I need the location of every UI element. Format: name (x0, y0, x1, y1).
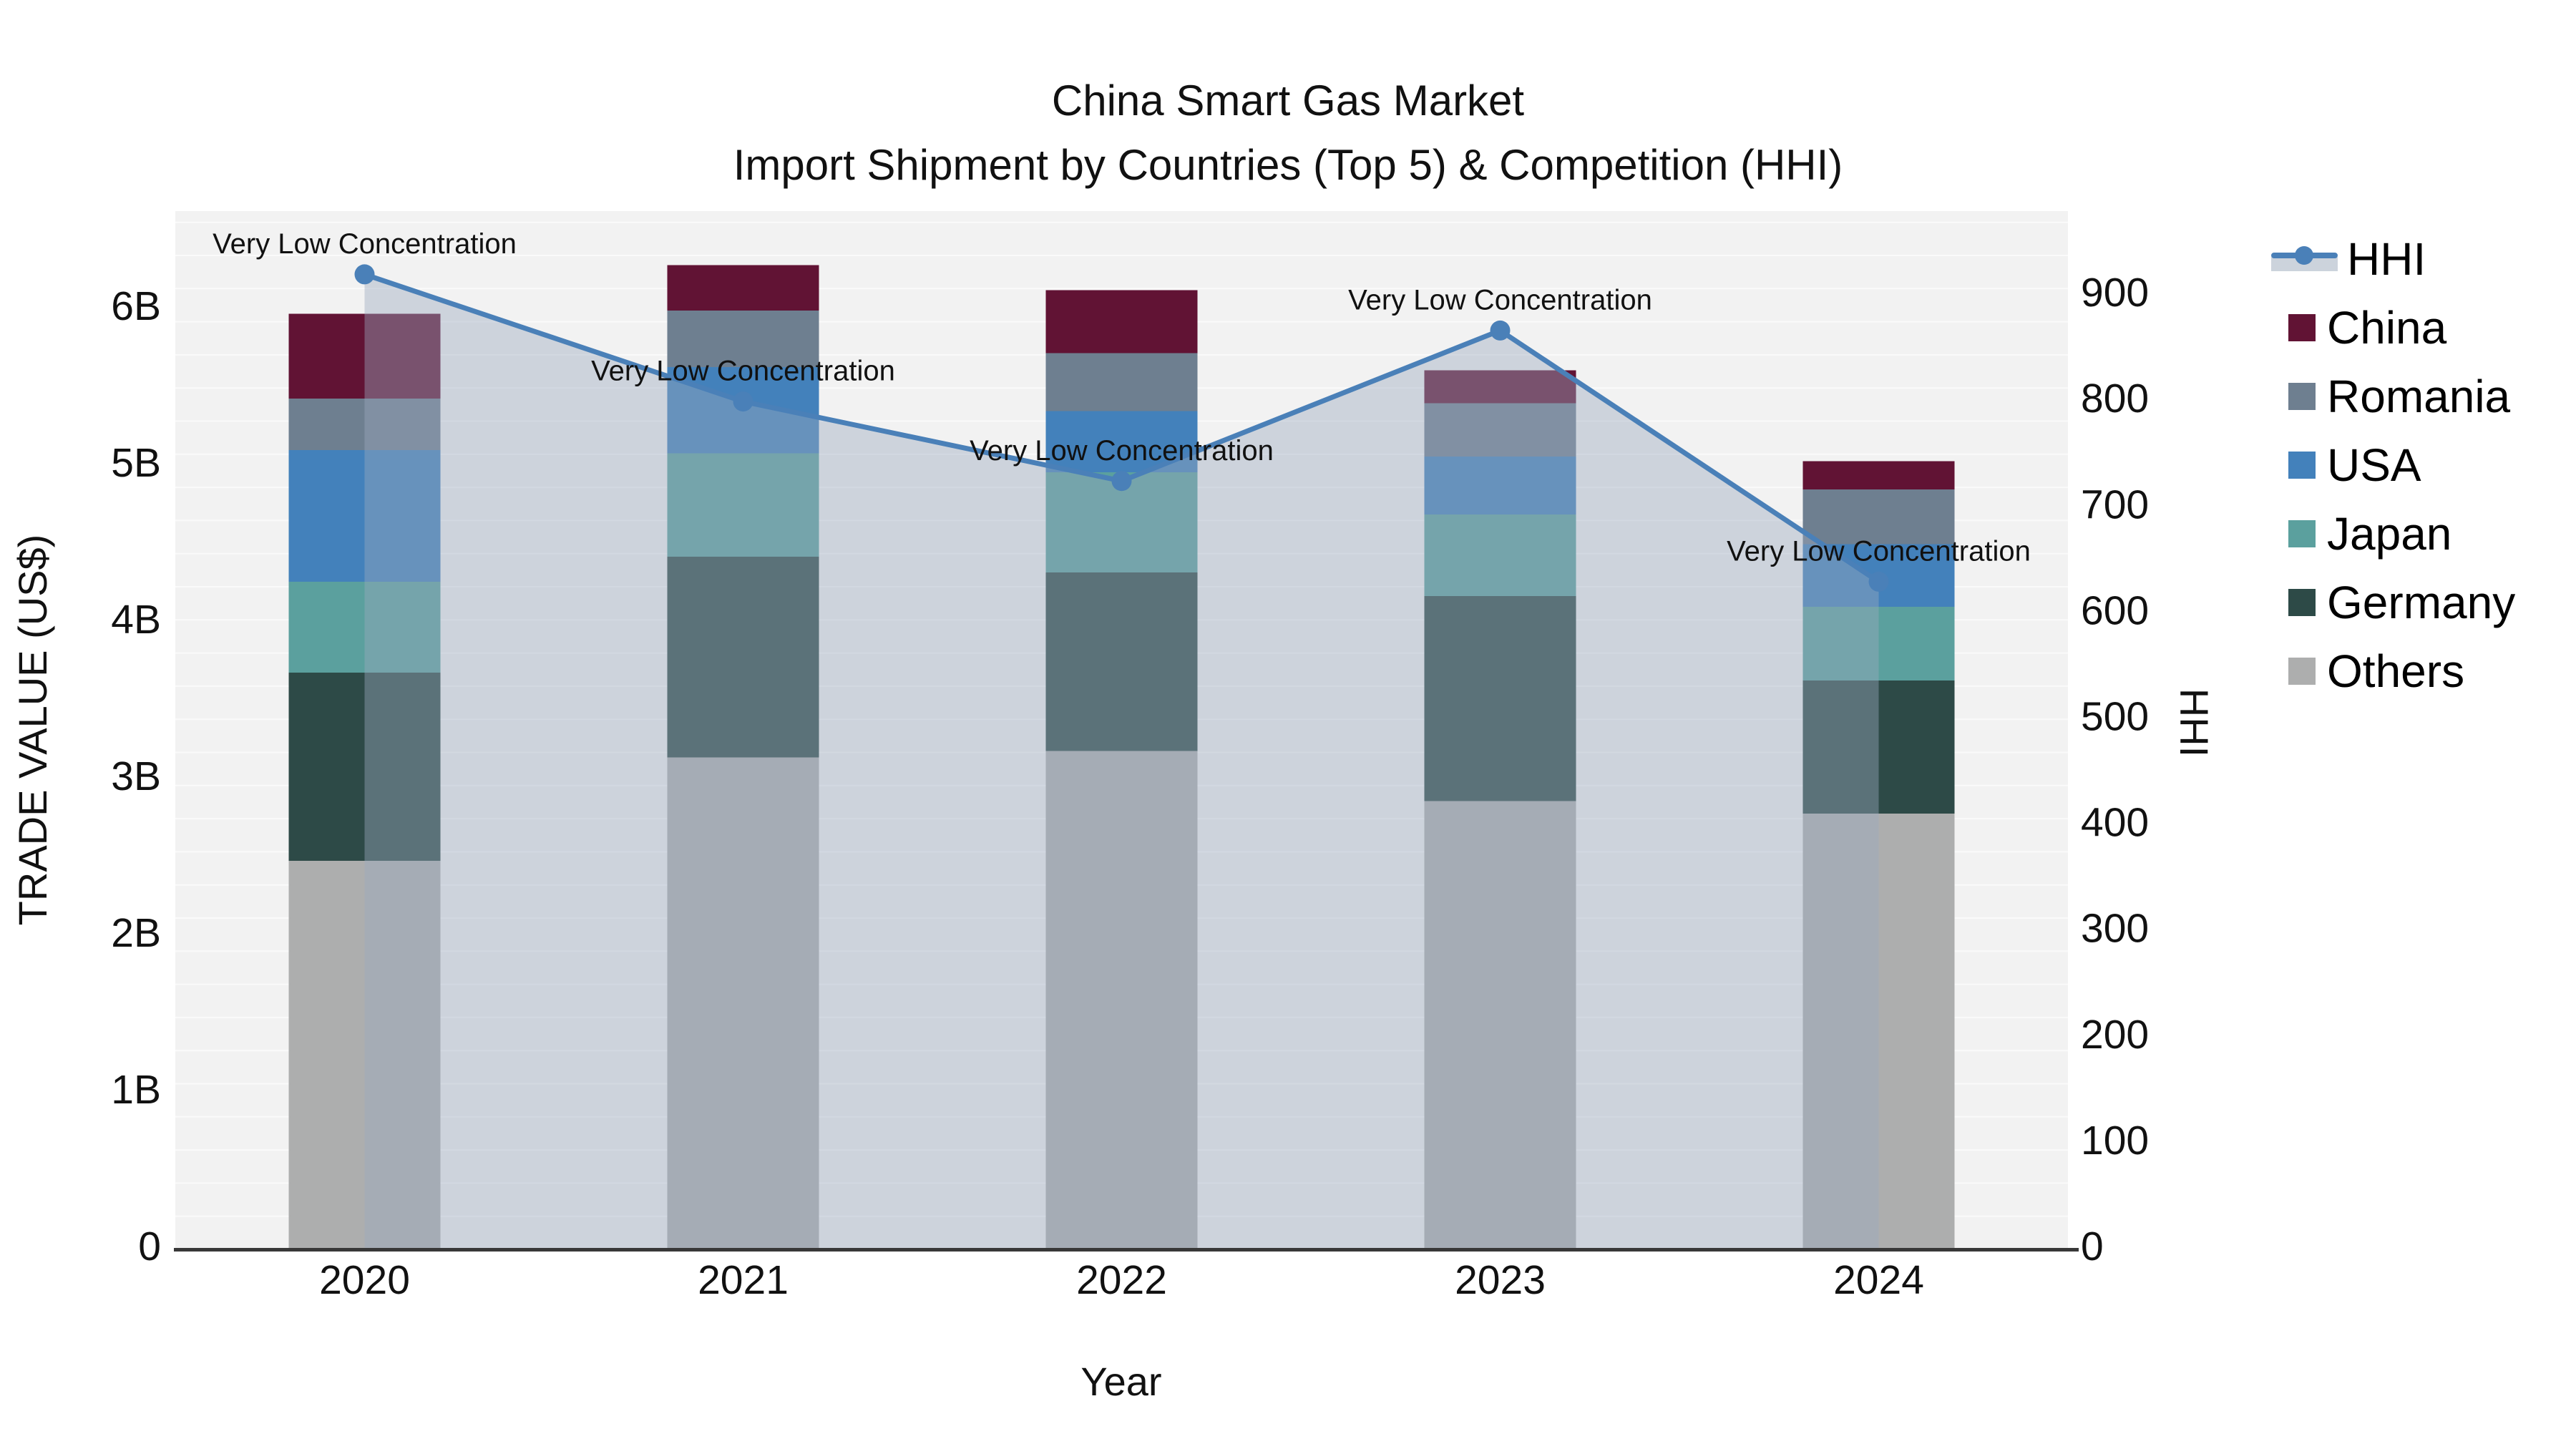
annotation-very-low-concentration: Very Low Concentration (591, 356, 895, 387)
bar-segment-china-2022[interactable] (1045, 290, 1198, 353)
bar-segment-japan-2023[interactable] (1424, 514, 1576, 596)
legend-swatch-china (2288, 314, 2316, 341)
y-left-tick-label: 2B (111, 910, 161, 956)
legend-label-others: Others (2327, 645, 2465, 697)
bar-segment-usa-2020[interactable] (288, 450, 441, 582)
y-left-tick-label: 5B (111, 440, 161, 486)
bar-segment-germany-2024[interactable] (1802, 680, 1955, 814)
chart-title-line1: China Smart Gas Market (1051, 77, 1525, 125)
bar-segment-romania-2021[interactable] (667, 311, 819, 368)
y-right-axis-title: HHI (2172, 688, 2217, 757)
y-right-tick-label: 800 (2081, 376, 2149, 421)
hhi-area-fill (364, 274, 1879, 1250)
bar-segment-romania-2024[interactable] (1802, 489, 1955, 545)
bar-segment-usa-2023[interactable] (1424, 456, 1576, 514)
annotation-very-low-concentration: Very Low Concentration (970, 435, 1274, 467)
chart-title: China Smart Gas Market Import Shipment b… (0, 69, 2576, 197)
y-right-tick-label: 700 (2081, 482, 2149, 527)
bar-segment-germany-2023[interactable] (1424, 595, 1576, 801)
y-right-tick-label: 900 (2081, 270, 2149, 316)
hhi-marker-2021[interactable] (733, 391, 753, 412)
y-left-tick-label: 3B (111, 753, 161, 799)
bar-segment-romania-2023[interactable] (1424, 403, 1576, 457)
legend-item-romania[interactable]: Romania (2265, 362, 2515, 431)
legend-label-hhi: HHI (2347, 233, 2426, 285)
x-axis-title: Year (1080, 1359, 1161, 1404)
bar-segment-others-2022[interactable] (1045, 751, 1198, 1249)
legend-label-china: China (2327, 302, 2447, 353)
x-tick-label: 2024 (1833, 1257, 1924, 1303)
legend-label-usa: USA (2327, 439, 2421, 491)
legend-swatch-usa (2288, 452, 2316, 479)
hhi-marker-2022[interactable] (1111, 471, 1132, 492)
bar-segment-others-2024[interactable] (1802, 814, 1955, 1249)
legend-swatch-others (2288, 658, 2316, 685)
bar-segment-romania-2022[interactable] (1045, 353, 1198, 411)
bar-segment-germany-2022[interactable] (1045, 572, 1198, 751)
legend-swatch-japan (2288, 520, 2316, 547)
legend-swatch-romania (2288, 383, 2316, 410)
x-tick-label: 2021 (698, 1257, 789, 1303)
bar-segment-china-2020[interactable] (288, 313, 441, 399)
y-left-tick-label: 4B (111, 597, 161, 643)
bar-segment-others-2020[interactable] (288, 860, 441, 1249)
y-left-tick-label: 1B (111, 1067, 161, 1113)
y-right-tick-label: 400 (2081, 800, 2149, 846)
chart-legend: HHI China Romania USA Japan Germany Others (2265, 225, 2515, 706)
bar-segment-germany-2020[interactable] (288, 673, 441, 861)
y-right-tick-label: 200 (2081, 1012, 2149, 1058)
bar-segment-others-2021[interactable] (667, 757, 819, 1249)
bar-segment-china-2023[interactable] (1424, 370, 1576, 404)
bar-segment-others-2023[interactable] (1424, 801, 1576, 1249)
hhi-marker-2024[interactable] (1868, 571, 1889, 592)
chart-title-line2: Import Shipment by Countries (Top 5) & C… (733, 141, 1843, 189)
y-right-tick-label: 300 (2081, 906, 2149, 952)
hhi-marker-2020[interactable] (354, 264, 375, 285)
x-axis-line (174, 1248, 2079, 1252)
x-tick-label: 2020 (319, 1257, 410, 1303)
bar-segment-japan-2020[interactable] (288, 582, 441, 673)
bar-segment-romania-2020[interactable] (288, 398, 441, 451)
legend-item-japan[interactable]: Japan (2265, 499, 2515, 568)
x-tick-label: 2022 (1076, 1257, 1167, 1303)
hhi-marker-swatch (2295, 246, 2313, 265)
legend-item-hhi[interactable]: HHI (2265, 225, 2515, 293)
legend-label-japan: Japan (2327, 508, 2452, 560)
bar-segment-germany-2021[interactable] (667, 557, 819, 758)
legend-swatch-germany (2288, 589, 2316, 616)
hhi-marker-2023[interactable] (1490, 320, 1511, 341)
legend-item-china[interactable]: China (2265, 293, 2515, 362)
bar-segment-china-2024[interactable] (1802, 461, 1955, 489)
bar-segment-japan-2021[interactable] (667, 453, 819, 557)
annotation-very-low-concentration: Very Low Concentration (1348, 284, 1652, 316)
bar-segment-japan-2024[interactable] (1802, 607, 1955, 681)
x-tick-label: 2023 (1455, 1257, 1546, 1303)
y-left-axis-title: TRADE VALUE (US$) (10, 535, 55, 926)
y-left-tick-label: 0 (138, 1224, 161, 1269)
y-right-tick-label: 600 (2081, 587, 2149, 633)
hhi-line-legend-icon (2271, 245, 2338, 273)
legend-item-germany[interactable]: Germany (2265, 568, 2515, 637)
y-left-tick-label: 6B (111, 283, 161, 329)
y-right-tick-label: 0 (2081, 1224, 2104, 1269)
legend-item-usa[interactable]: USA (2265, 431, 2515, 499)
legend-label-germany: Germany (2327, 577, 2516, 628)
bar-segment-china-2021[interactable] (667, 265, 819, 311)
y-right-tick-label: 500 (2081, 694, 2149, 740)
legend-item-others[interactable]: Others (2265, 637, 2515, 706)
annotation-very-low-concentration: Very Low Concentration (213, 228, 517, 260)
y-right-tick-label: 100 (2081, 1118, 2149, 1163)
legend-label-romania: Romania (2327, 371, 2511, 422)
annotation-very-low-concentration: Very Low Concentration (1727, 535, 2031, 567)
